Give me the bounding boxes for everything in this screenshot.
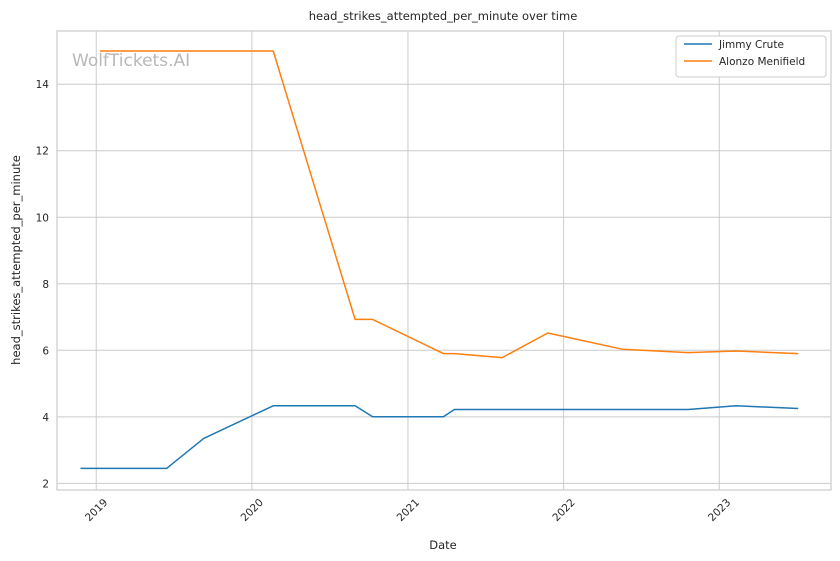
y-tick-label: 8 [42,279,49,291]
series-line [80,405,799,470]
watermark: WolfTickets.AI [72,51,190,71]
y-tick-labels: 2 4 6 8 10 12 14 [36,79,50,490]
y-tick-label: 2 [42,478,49,490]
x-tick-label: 2020 [239,497,266,524]
legend-label: Jimmy Crute [718,39,784,51]
grid-lines [57,31,831,490]
y-tick-label: 14 [36,79,50,91]
plot-area-frame [56,30,832,491]
legend: Jimmy Crute Alonzo Menifield [675,35,827,78]
x-axis-label: Date [429,538,457,552]
x-tick-label: 2021 [395,497,422,524]
series-line [100,50,799,359]
x-tick-label: 2022 [550,497,577,524]
series-layer [80,50,799,470]
x-tick-labels: 2019 2020 2021 2022 2023 [83,497,733,524]
legend-box [675,35,827,78]
x-tick-label: 2019 [83,497,110,524]
y-tick-label: 6 [42,345,49,357]
chart-title: head_strikes_attempted_per_minute over t… [309,9,578,23]
y-axis-label: head_strikes_attempted_per_minute [9,155,23,365]
legend-label: Alonzo Menifield [719,56,805,68]
y-tick-label: 12 [36,146,49,158]
y-tick-label: 4 [42,412,49,424]
y-tick-label: 10 [36,212,49,224]
x-tick-label: 2023 [706,497,733,524]
